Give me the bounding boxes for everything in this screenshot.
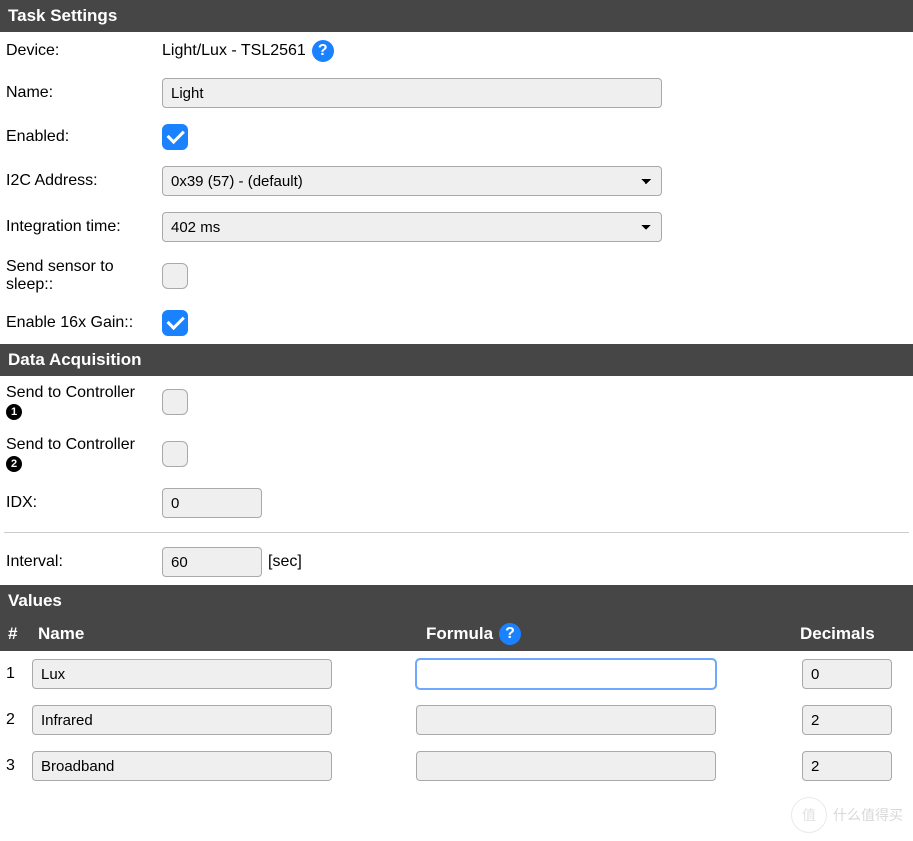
row-name: Name: [0, 70, 913, 116]
enabled-checkbox[interactable] [162, 124, 188, 150]
values-table-header: # Name Formula ? Decimals [0, 617, 913, 651]
idx-label: IDX: [6, 494, 162, 512]
send-controller-2-checkbox[interactable] [162, 441, 188, 467]
row-interval: Interval: [sec] [0, 539, 913, 585]
name-label: Name: [6, 84, 162, 102]
row-integration: Integration time: 402 ms [0, 204, 913, 250]
device-value: Light/Lux - TSL2561 [162, 42, 306, 60]
integration-label: Integration time: [6, 218, 162, 236]
i2c-label: I2C Address: [6, 172, 162, 190]
controller-number-1-icon: 1 [6, 404, 22, 420]
gain-checkbox[interactable] [162, 310, 188, 336]
value-decimals-input[interactable] [802, 751, 892, 781]
row-idx: IDX: [0, 480, 913, 526]
send2-label: Send to Controller 2 [6, 436, 162, 472]
value-name-input[interactable] [32, 751, 332, 781]
sleep-checkbox[interactable] [162, 263, 188, 289]
table-row: 3 [0, 743, 913, 789]
row-device: Device: Light/Lux - TSL2561 ? [0, 32, 913, 70]
gain-label: Enable 16x Gain:: [6, 314, 162, 332]
value-decimals-input[interactable] [802, 705, 892, 735]
table-row: 1 [0, 651, 913, 697]
interval-unit: [sec] [268, 553, 302, 571]
col-header-formula: Formula [426, 624, 493, 644]
sleep-label: Send sensor to sleep:: [6, 258, 162, 294]
send1-label: Send to Controller 1 [6, 384, 162, 420]
table-row: 2 [0, 697, 913, 743]
interval-input[interactable] [162, 547, 262, 577]
row-enabled: Enabled: [0, 116, 913, 158]
integration-select[interactable]: 402 ms [162, 212, 662, 242]
interval-label: Interval: [6, 553, 162, 571]
name-input[interactable] [162, 78, 662, 108]
row-num: 3 [6, 757, 32, 775]
col-header-num: # [8, 624, 32, 644]
value-name-input[interactable] [32, 659, 332, 689]
row-gain: Enable 16x Gain:: [0, 302, 913, 344]
divider [4, 532, 909, 533]
watermark-circle-icon: 值 [791, 797, 827, 833]
section-header-values: Values [0, 585, 913, 617]
value-decimals-input[interactable] [802, 659, 892, 689]
row-send-controller-2: Send to Controller 2 [0, 428, 913, 480]
value-formula-input[interactable] [416, 659, 716, 689]
value-formula-input[interactable] [416, 705, 716, 735]
col-header-name: Name [38, 624, 420, 644]
value-formula-input[interactable] [416, 751, 716, 781]
i2c-select[interactable]: 0x39 (57) - (default) [162, 166, 662, 196]
row-num: 1 [6, 665, 32, 683]
row-send-controller-1: Send to Controller 1 [0, 376, 913, 428]
enabled-label: Enabled: [6, 128, 162, 146]
send-controller-1-checkbox[interactable] [162, 389, 188, 415]
col-header-decimals: Decimals [800, 624, 905, 644]
section-header-data-acquisition: Data Acquisition [0, 344, 913, 376]
row-sleep: Send sensor to sleep:: [0, 250, 913, 302]
row-num: 2 [6, 711, 32, 729]
controller-number-2-icon: 2 [6, 456, 22, 472]
help-icon[interactable]: ? [499, 623, 521, 645]
value-name-input[interactable] [32, 705, 332, 735]
section-header-task-settings: Task Settings [0, 0, 913, 32]
row-i2c: I2C Address: 0x39 (57) - (default) [0, 158, 913, 204]
watermark-text: 什么值得买 [833, 805, 903, 825]
idx-input[interactable] [162, 488, 262, 518]
device-label: Device: [6, 42, 162, 60]
watermark: 值 什么值得买 [791, 797, 903, 833]
help-icon[interactable]: ? [312, 40, 334, 62]
